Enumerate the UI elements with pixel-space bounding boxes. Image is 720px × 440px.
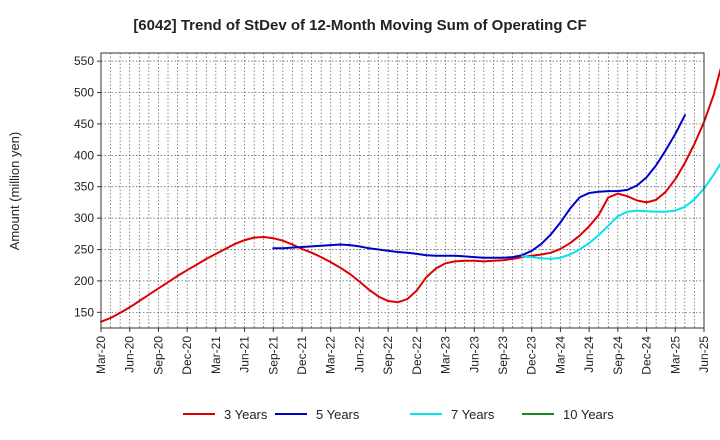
- plot-frame: [100, 52, 705, 329]
- x-tick-label: Jun-25: [697, 336, 711, 373]
- x-tick-label: Jun-22: [352, 336, 366, 373]
- x-tick-label: Dec-23: [525, 336, 539, 375]
- series-line-5-years: [272, 114, 686, 259]
- y-tick-label: 450: [74, 117, 94, 131]
- x-ticks: Mar-20 Jun-20 Sep-20 Dec-20 Mar-21 Jun-21 Sep-…: [94, 328, 711, 375]
- x-tick-label: Jun-20: [123, 336, 137, 373]
- x-tick-label: Mar-25: [668, 336, 682, 374]
- x-tick-label: Dec-24: [640, 336, 654, 375]
- x-tick-label: Dec-22: [410, 336, 424, 375]
- x-tick-label: Jun-21: [238, 336, 252, 373]
- x-tick-label: Mar-24: [553, 336, 567, 374]
- legend-label: 7 Years: [451, 407, 495, 422]
- y-tick-label: 150: [74, 305, 94, 319]
- x-tick-label: Mar-23: [439, 336, 453, 374]
- y-tick-label: 300: [74, 211, 94, 225]
- legend: 3 Years 5 Years 7 Years 10 Years: [183, 407, 614, 422]
- x-tick-label: Sep-24: [611, 336, 625, 375]
- y-tick-label: 350: [74, 180, 94, 194]
- legend-label: 5 Years: [316, 407, 360, 422]
- y-tick-label: 400: [74, 148, 94, 162]
- x-tick-label: Mar-20: [94, 336, 108, 374]
- x-tick-label: Jun-23: [467, 336, 481, 373]
- x-tick-label: Sep-22: [381, 336, 395, 375]
- y-tick-label: 500: [74, 86, 94, 100]
- x-tick-label: Dec-21: [295, 336, 309, 375]
- x-tick-label: Dec-20: [180, 336, 194, 375]
- x-tick-label: Sep-23: [496, 336, 510, 375]
- series-group: [100, 67, 720, 323]
- chart-title: [6042] Trend of StDev of 12-Month Moving…: [133, 17, 586, 34]
- x-tick-label: Mar-21: [209, 336, 223, 374]
- y-tick-label: 250: [74, 243, 94, 257]
- series-line-3-years: [100, 67, 720, 323]
- y-tick-label: 550: [74, 54, 94, 68]
- x-tick-label: Mar-22: [324, 336, 338, 374]
- y-ticks: 150 200 250 300 350 400 450 500 550: [74, 54, 101, 319]
- y-axis-label: Amount (million yen): [7, 132, 22, 251]
- legend-label: 10 Years: [563, 407, 614, 422]
- legend-label: 3 Years: [224, 407, 268, 422]
- y-tick-label: 200: [74, 274, 94, 288]
- x-tick-label: Sep-21: [266, 336, 280, 375]
- x-tick-label: Sep-20: [151, 336, 165, 375]
- series-line-7-years: [521, 162, 720, 260]
- x-tick-label: Jun-24: [582, 336, 596, 373]
